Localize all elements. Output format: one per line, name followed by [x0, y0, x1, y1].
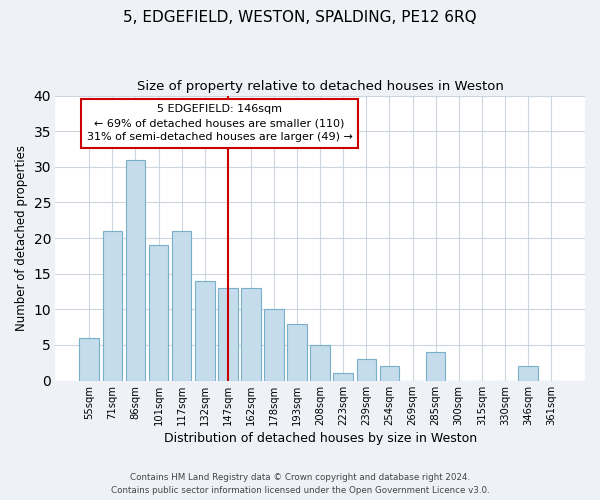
Bar: [195, 281, 215, 380]
Bar: [426, 352, 445, 380]
Bar: [79, 338, 99, 380]
Bar: [310, 345, 330, 380]
Bar: [172, 231, 191, 380]
Bar: [380, 366, 399, 380]
Bar: [264, 310, 284, 380]
Bar: [287, 324, 307, 380]
Text: Contains HM Land Registry data © Crown copyright and database right 2024.
Contai: Contains HM Land Registry data © Crown c…: [110, 474, 490, 495]
Bar: [334, 374, 353, 380]
Bar: [241, 288, 261, 380]
Y-axis label: Number of detached properties: Number of detached properties: [15, 145, 28, 331]
Bar: [518, 366, 538, 380]
Title: Size of property relative to detached houses in Weston: Size of property relative to detached ho…: [137, 80, 503, 93]
Bar: [149, 245, 169, 380]
Bar: [125, 160, 145, 380]
Text: 5 EDGEFIELD: 146sqm
← 69% of detached houses are smaller (110)
31% of semi-detac: 5 EDGEFIELD: 146sqm ← 69% of detached ho…: [86, 104, 352, 142]
Bar: [103, 231, 122, 380]
Text: 5, EDGEFIELD, WESTON, SPALDING, PE12 6RQ: 5, EDGEFIELD, WESTON, SPALDING, PE12 6RQ: [123, 10, 477, 25]
Bar: [356, 359, 376, 380]
X-axis label: Distribution of detached houses by size in Weston: Distribution of detached houses by size …: [164, 432, 477, 445]
Bar: [218, 288, 238, 380]
